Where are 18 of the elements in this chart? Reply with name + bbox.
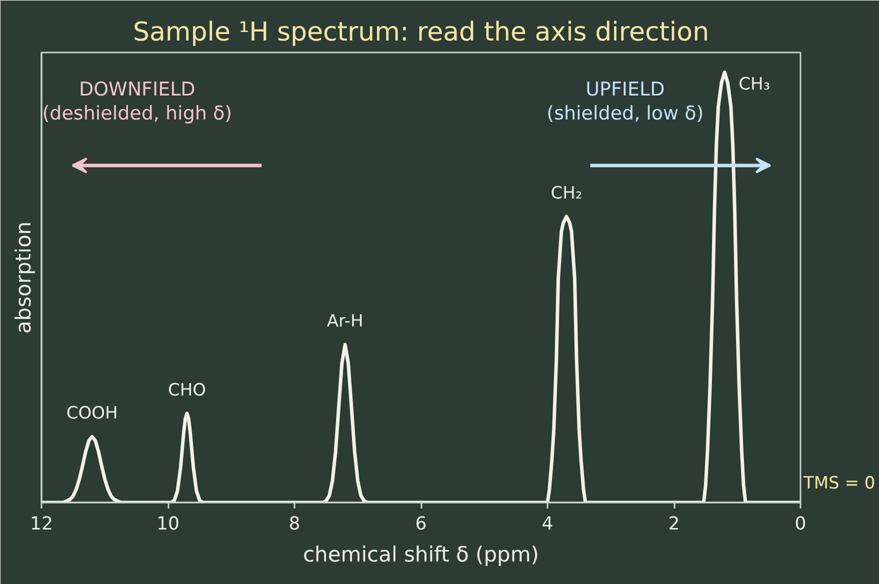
chart-title: Sample ¹H spectrum: read the axis direction: [132, 18, 710, 48]
annotation: DOWNFIELD (deshielded, high δ): [42, 78, 232, 125]
x-tick-label: 8: [288, 514, 300, 534]
annotation: CH₂: [550, 183, 582, 204]
annotation: CHO: [168, 380, 206, 400]
x-tick-label: 10: [156, 514, 180, 534]
annotation: UPFIELD (shielded, low δ): [546, 78, 704, 125]
annotation: COOH: [66, 404, 118, 424]
x-tick-label: 4: [542, 514, 554, 534]
x-tick-label: 0: [794, 514, 806, 534]
annotation: Ar-H: [326, 312, 364, 332]
x-axis-title: chemical shift δ (ppm): [302, 542, 540, 566]
x-tick-label: 6: [415, 514, 427, 534]
x-tick-label: 2: [668, 514, 680, 534]
annotation: CH₃: [738, 74, 770, 94]
annotation: TMS = 0: [802, 474, 876, 494]
x-tick-label: 12: [30, 514, 53, 534]
y-axis-title: absorption: [12, 221, 36, 334]
